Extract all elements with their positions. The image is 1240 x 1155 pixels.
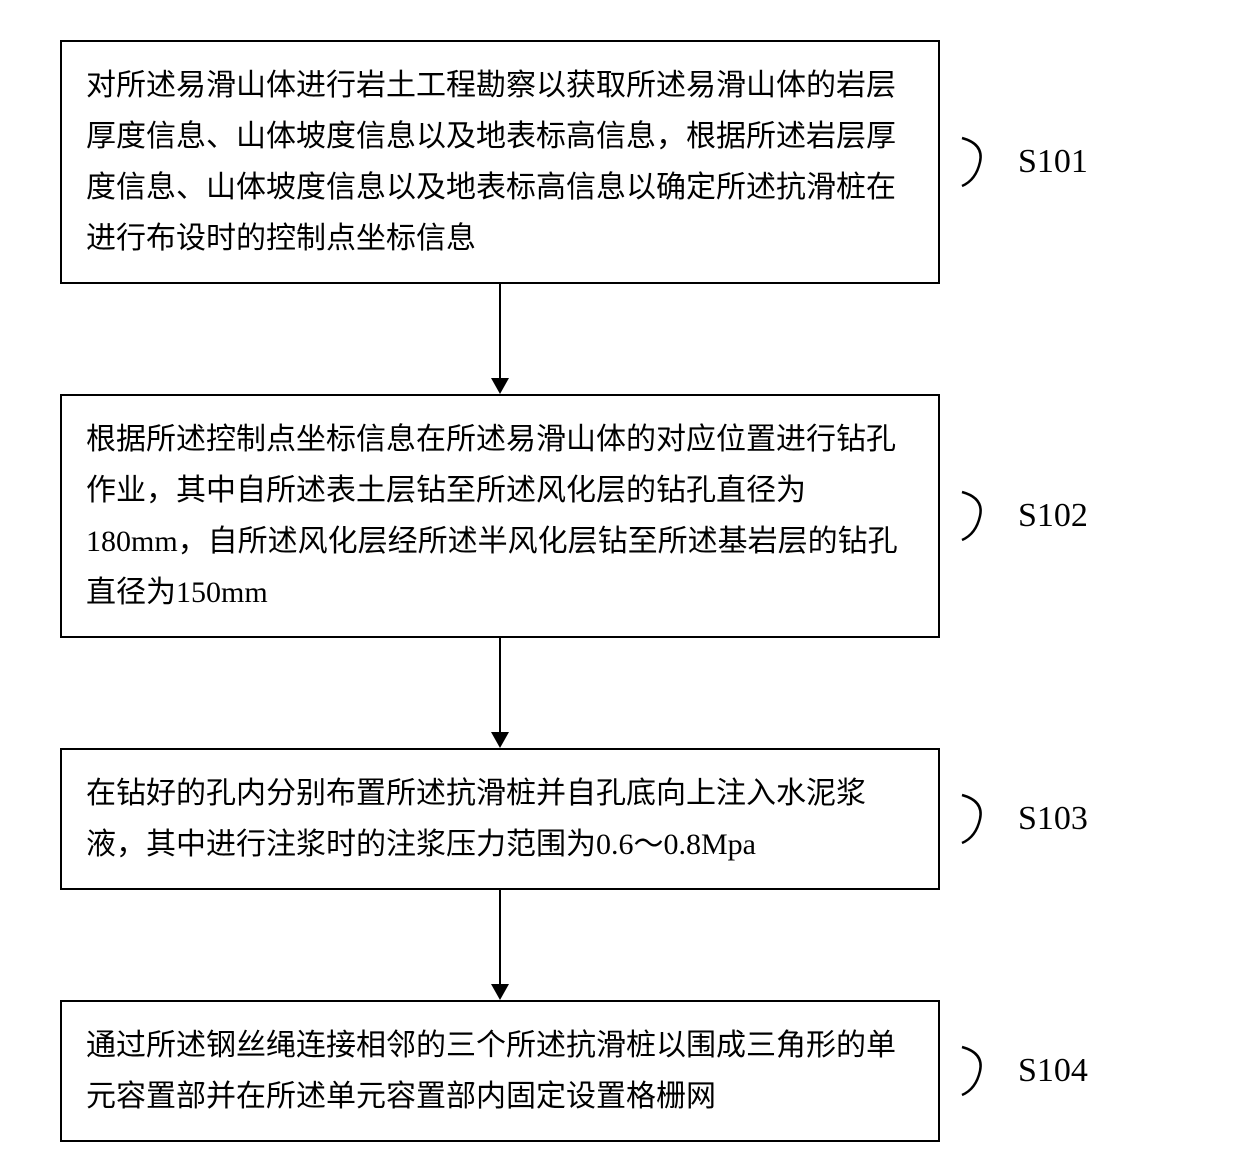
step-box: 通过所述钢丝绳连接相邻的三个所述抗滑桩以围成三角形的单元容置部并在所述单元容置部… [60,1000,940,1142]
curve-connector-icon [960,132,1016,192]
arrow-down-icon [488,638,512,748]
step-label-group: S103 [960,789,1088,849]
step-label-group: S102 [960,486,1088,546]
flowchart-step: 在钻好的孔内分别布置所述抗滑桩并自孔底向上注入水泥浆液，其中进行注浆时的注浆压力… [60,748,1180,890]
curve-connector-icon [960,789,1016,849]
step-box: 根据所述控制点坐标信息在所述易滑山体的对应位置进行钻孔作业，其中自所述表土层钻至… [60,394,940,638]
step-label-group: S104 [960,1041,1088,1101]
curve-connector-icon [960,486,1016,546]
flowchart-step: 对所述易滑山体进行岩土工程勘察以获取所述易滑山体的岩层厚度信息、山体坡度信息以及… [60,40,1180,284]
arrow-down-icon [488,890,512,1000]
curve-connector-icon [960,1041,1016,1101]
step-box: 对所述易滑山体进行岩土工程勘察以获取所述易滑山体的岩层厚度信息、山体坡度信息以及… [60,40,940,284]
flowchart-step: 通过所述钢丝绳连接相邻的三个所述抗滑桩以围成三角形的单元容置部并在所述单元容置部… [60,1000,1180,1142]
step-label-text: S104 [1018,1052,1088,1090]
arrow-down-icon [488,284,512,394]
flowchart-step: 根据所述控制点坐标信息在所述易滑山体的对应位置进行钻孔作业，其中自所述表土层钻至… [60,394,1180,638]
flowchart-container: 对所述易滑山体进行岩土工程勘察以获取所述易滑山体的岩层厚度信息、山体坡度信息以及… [60,40,1180,1142]
step-label-text: S103 [1018,800,1088,838]
step-label-text: S102 [1018,497,1088,535]
step-label-group: S101 [960,132,1088,192]
step-label-text: S101 [1018,143,1088,181]
step-box: 在钻好的孔内分别布置所述抗滑桩并自孔底向上注入水泥浆液，其中进行注浆时的注浆压力… [60,748,940,890]
